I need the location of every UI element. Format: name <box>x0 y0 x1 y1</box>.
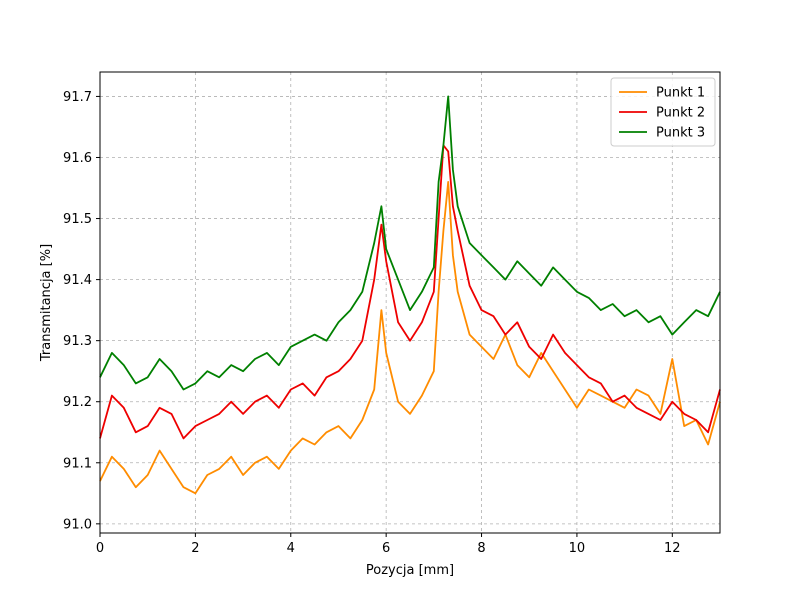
x-tick-label: 4 <box>287 541 295 556</box>
x-tick-label: 6 <box>382 541 390 556</box>
y-axis-label: Transmitancja [%] <box>39 244 54 362</box>
x-tick-label: 10 <box>569 541 586 556</box>
legend-label: Punkt 1 <box>656 86 705 101</box>
x-tick-label: 2 <box>191 541 199 556</box>
x-tick-label: 12 <box>664 541 681 556</box>
x-tick-label: 0 <box>96 541 104 556</box>
legend: Punkt 1 Punkt 2 Punkt 3 <box>610 77 716 147</box>
x-axis-label: Pozycja [mm] <box>366 563 454 578</box>
series-layer <box>99 95 721 495</box>
plot-frame <box>99 71 721 534</box>
y-tick-label: 91.6 <box>63 151 92 166</box>
legend-box <box>610 77 716 147</box>
y-tick-label: 91.4 <box>63 273 92 288</box>
legend-label: Punkt 2 <box>656 106 705 121</box>
legend-label: Punkt 3 <box>656 126 705 141</box>
y-tick-label: 91.2 <box>63 395 92 410</box>
series-line-2 <box>99 144 721 440</box>
y-tick-label: 91.7 <box>63 90 92 105</box>
y-tick-label: 91.5 <box>63 212 92 227</box>
y-tick-label: 91.1 <box>63 456 92 471</box>
y-tick-label: 91.0 <box>63 517 92 532</box>
y-tick-label: 91.3 <box>63 334 92 349</box>
series-line-1 <box>99 180 721 495</box>
axis-ticks: 0 2 4 6 8 10 12 91.0 91.1 91.2 91.3 91.4 91.5 91.6 91.… <box>63 90 681 556</box>
series-line-3 <box>99 95 721 391</box>
x-tick-label: 8 <box>477 541 485 556</box>
